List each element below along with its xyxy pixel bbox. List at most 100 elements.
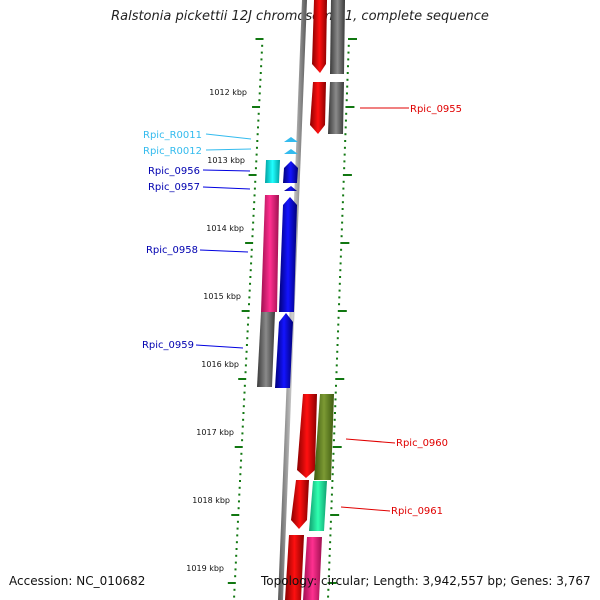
feature-gray-rpic-0959 [257,312,275,387]
minor-tick [337,316,340,319]
tick-label: 1012 kbp [209,88,247,97]
genome-stats-text: Topology: circular; Length: 3,942,557 bp… [261,574,591,588]
minor-tick [243,384,246,387]
major-tick [337,310,347,312]
minor-tick [254,167,257,170]
minor-tick [343,167,346,170]
minor-tick [329,520,332,523]
feature-blue-rpic-0956 [283,161,298,183]
minor-tick [242,418,245,421]
minor-tick [333,432,336,435]
minor-tick [241,425,244,428]
minor-tick [336,357,339,360]
minor-tick [259,78,262,81]
trna-rpic-r0011 [284,137,298,142]
feature-red-bottom [285,535,304,600]
minor-tick [251,235,254,238]
minor-tick [255,153,258,156]
minor-tick [334,391,337,394]
minor-tick [346,85,349,88]
minor-tick [258,92,261,95]
minor-tick [250,262,253,265]
minor-tick [245,344,248,346]
label-rpic-0956: Rpic_0956 [148,166,200,177]
minor-tick [242,405,245,408]
minor-tick [340,248,343,251]
label-rpic-0959: Rpic_0959 [142,340,194,351]
minor-tick [341,214,344,217]
feature-gray-rpic-0955 [328,82,344,134]
minor-tick [343,146,346,149]
minor-tick [328,561,331,564]
leader-rpic-r0012 [205,148,252,151]
minor-tick [256,133,259,136]
minor-tick [238,486,241,489]
minor-tick [341,208,344,210]
minor-tick [251,228,254,231]
inner-tick-ruler [227,38,264,598]
minor-tick [334,405,337,408]
minor-tick [342,187,345,190]
minor-tick [236,520,239,523]
major-tick [340,242,350,244]
minor-tick [242,412,245,414]
feature-red-rpic-0960 [297,394,317,478]
major-tick [348,38,357,40]
minor-tick [329,527,332,530]
minor-tick [255,146,258,149]
minor-tick [245,350,248,353]
minor-tick [328,568,331,571]
accession-text: Accession: NC_010682 [9,574,146,588]
minor-tick [333,425,336,428]
kbp-labels: 1012 kbp 1013 kbp 1014 kbp 1015 kbp 1016… [186,88,247,573]
minor-tick [260,65,263,68]
leader-rpic-0958 [199,249,249,253]
minor-tick [337,330,340,333]
minor-tick [339,276,342,278]
minor-tick [328,548,331,550]
minor-tick [331,473,334,476]
minor-tick [259,85,262,88]
minor-tick [248,303,251,306]
minor-tick [338,303,341,306]
major-tick [330,514,340,516]
minor-tick [235,554,238,557]
minor-tick [234,575,237,578]
minor-tick [331,486,334,489]
minor-tick [252,208,255,210]
label-rpic-0957: Rpic_0957 [148,182,200,193]
minor-tick [243,391,246,394]
label-rpic-r0012: Rpic_R0012 [143,146,202,157]
feature-teal-rpic-0961 [309,481,327,531]
feature-blue-rpic-0958 [279,197,297,312]
label-rpic-0961: Rpic_0961 [391,506,443,517]
minor-tick [249,276,252,278]
minor-tick [257,112,260,115]
minor-tick [339,255,342,258]
minor-tick [340,235,343,238]
minor-tick [335,364,338,367]
minor-tick [249,269,252,272]
minor-tick [346,65,349,68]
label-rpic-0960: Rpic_0960 [396,438,448,449]
minor-tick [345,112,348,115]
minor-tick [256,140,259,142]
minor-tick [252,221,255,224]
major-tick [238,378,247,380]
minor-tick [344,133,347,136]
minor-tick [246,330,249,333]
minor-tick [250,248,253,251]
minor-tick [332,452,335,455]
major-tick [342,174,352,176]
minor-tick [341,201,344,204]
minor-tick [345,99,348,102]
minor-tick [238,493,241,496]
minor-tick [248,289,251,292]
major-tick [327,582,337,584]
minor-tick [239,473,242,476]
minor-tick [234,561,237,564]
minor-tick [233,588,236,591]
major-tick [234,446,243,448]
minor-tick [337,323,340,326]
leader-rpic-0957 [202,186,251,190]
